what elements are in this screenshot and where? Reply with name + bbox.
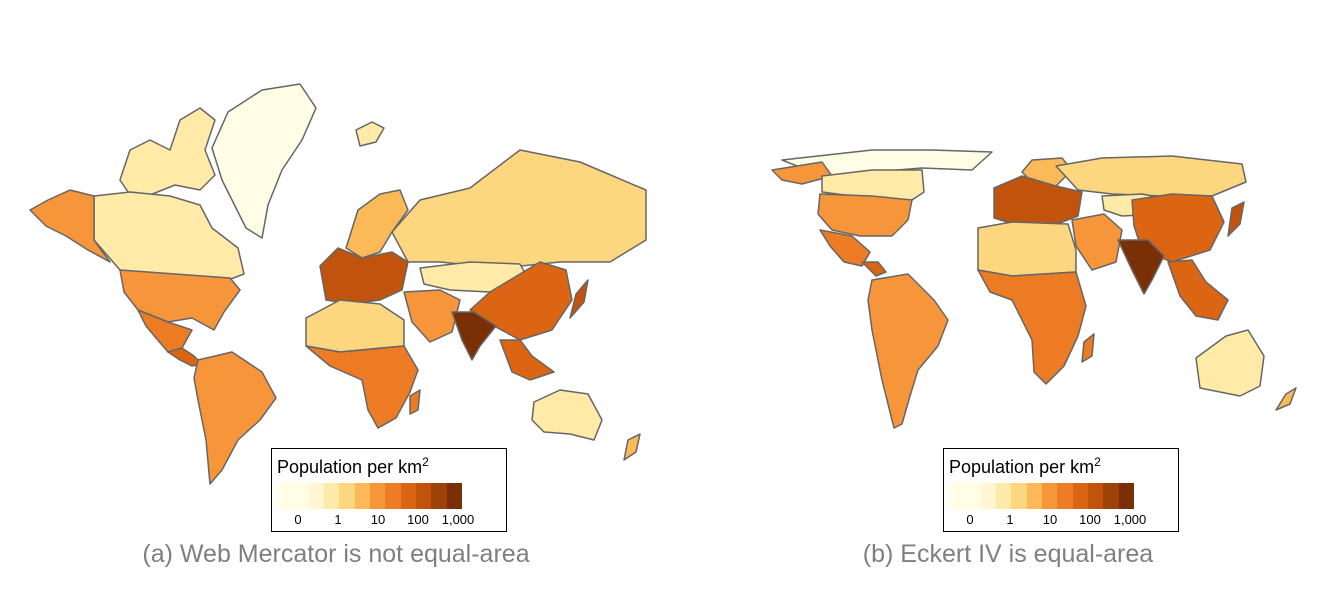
legend-ticks: 0 1 10 100 1,000 [278,512,478,528]
region-russia [1055,155,1247,197]
caption: (b) Eckert IV is equal-area [862,540,1154,568]
region-russia [391,149,647,269]
region-mexico [819,229,871,267]
region-usa [119,269,241,331]
region-middle-east [1071,213,1123,271]
legend-tick: 1,000 [441,512,475,527]
legend: Population per km2 0 1 10 100 1,000 [271,448,507,532]
legend-tick: 0 [966,512,974,527]
region-japan [569,279,589,319]
region-canada [821,169,925,201]
region-canada [93,191,245,281]
region-japan [1227,201,1245,237]
region-alaska [771,161,833,185]
region-alaska [29,189,111,263]
region-central-america [861,261,887,277]
legend-tick: 100 [407,512,429,527]
region-south-america [867,273,949,429]
legend-ticks: 0 1 10 100 1,000 [950,512,1150,528]
region-southeast-asia [1167,259,1229,321]
legend-color-bar [950,483,1134,509]
panel-eckert-iv: Population per km2 0 1 10 100 1,000 (b) … [672,0,1344,604]
legend-tick: 1,000 [1113,512,1147,527]
legend-tick: 1 [1006,512,1014,527]
region-madagascar [409,389,421,415]
region-middle-east [403,289,461,343]
panel-web-mercator: Population per km2 0 1 10 100 1,000 (a) … [29,83,647,568]
region-china [1131,193,1225,263]
region-greenland [211,83,317,239]
region-arctic-islands [119,107,216,196]
legend-title: Population per km2 [949,455,1101,477]
legend-tick: 10 [1042,512,1058,527]
region-subsaharan-africa [305,345,419,429]
region-southeast-asia [499,339,555,381]
region-india [1117,239,1165,295]
region-south-america [193,351,277,485]
region-subsaharan-africa [977,269,1087,385]
legend-tick: 100 [1079,512,1101,527]
legend-color-bar [278,483,462,509]
caption: (a) Web Mercator is not equal-area [142,540,530,568]
region-usa [817,193,913,237]
legend-tick: 1 [334,512,342,527]
map-eckert-iv [771,149,1297,429]
region-new-zealand [623,433,641,461]
region-scandinavia [345,189,409,259]
map-web-mercator [29,83,647,485]
region-australia [531,389,603,441]
legend-tick: 0 [294,512,302,527]
region-india [451,311,497,361]
legend-tick: 10 [370,512,386,527]
region-iceland [355,121,385,147]
region-europe [993,175,1083,227]
region-madagascar [1081,333,1095,363]
region-australia [1195,329,1265,397]
region-new-zealand [1275,387,1297,411]
region-north-africa [977,221,1077,277]
legend-title: Population per km2 [277,455,429,477]
region-north-africa [305,299,405,353]
legend: Population per km2 0 1 10 100 1,000 [943,448,1179,532]
